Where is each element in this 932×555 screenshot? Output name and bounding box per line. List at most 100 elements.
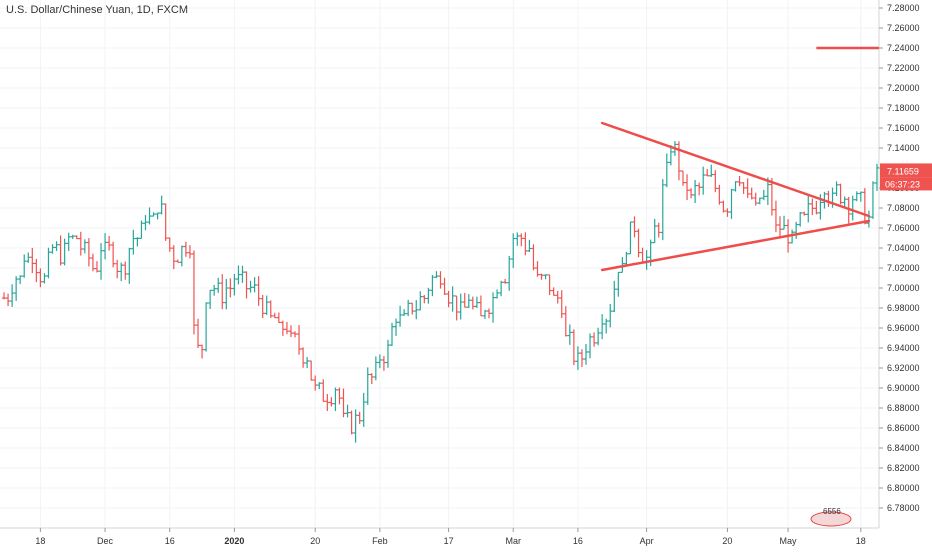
- ohlc-bar: [705, 169, 710, 177]
- ohlc-bar: [232, 274, 237, 296]
- ohlc-bar: [701, 166, 706, 195]
- y-tick-label: 7.28000: [887, 3, 920, 13]
- ohlc-bar: [46, 247, 51, 279]
- ohlc-bar: [446, 290, 451, 308]
- ohlc-bar: [200, 344, 205, 359]
- ohlc-bar: [357, 411, 362, 424]
- x-tick-label: 2020: [224, 536, 244, 546]
- ohlc-bar: [430, 275, 435, 297]
- y-tick-label: 7.26000: [887, 23, 920, 33]
- ohlc-bar: [454, 295, 459, 321]
- ohlc-bar: [50, 244, 55, 254]
- ohlc-bar: [361, 392, 366, 427]
- ohlc-bar: [438, 271, 443, 289]
- ohlc-bar: [317, 382, 322, 390]
- ohlc-bar: [616, 271, 621, 297]
- ohlc-bar: [870, 181, 875, 219]
- ohlc-bar: [301, 347, 306, 368]
- ohlc-bar: [450, 286, 455, 312]
- ohlc-bar: [119, 262, 124, 281]
- ohlc-bar: [18, 275, 23, 285]
- ohlc-bar: [151, 212, 156, 217]
- ohlc-bar: [398, 305, 403, 327]
- ohlc-bar: [293, 331, 298, 338]
- ohlc-bar: [854, 191, 859, 202]
- ohlc-bar: [769, 177, 774, 216]
- ohlc-bar: [575, 346, 580, 370]
- triangle-lower-trendline[interactable]: [600, 219, 871, 272]
- ohlc-bar: [612, 280, 617, 313]
- ohlc-bar: [608, 303, 613, 328]
- ohlc-bar: [535, 261, 540, 277]
- ohlc-bar: [414, 300, 419, 320]
- ohlc-bar: [131, 229, 136, 255]
- ohlc-bar: [54, 241, 59, 251]
- ohlc-bar: [333, 387, 338, 411]
- x-tick-label: Dec: [97, 536, 114, 546]
- ohlc-bar: [507, 255, 512, 291]
- y-tick-label: 6.80000: [887, 483, 920, 493]
- y-tick-label: 6.82000: [887, 463, 920, 473]
- ohlc-bar: [99, 243, 104, 280]
- y-tick-label: 7.06000: [887, 223, 920, 233]
- ohlc-bar: [26, 252, 31, 263]
- ohlc-bar: [107, 235, 112, 251]
- ohlc-bar: [656, 222, 661, 238]
- y-tick-label: 6.78000: [887, 503, 920, 513]
- ohlc-bar: [58, 235, 63, 266]
- ohlc-bar: [204, 302, 209, 352]
- ohlc-bar: [216, 277, 221, 293]
- triangle-upper-trendline[interactable]: [600, 121, 871, 218]
- ohlc-bar: [668, 145, 673, 166]
- ohlc-bar: [741, 182, 746, 194]
- ohlc-bar: [406, 299, 411, 317]
- last-price-label: 7.11659: [887, 166, 919, 176]
- ohlc-bar: [794, 221, 799, 239]
- countdown-label: 06:37:23: [885, 179, 920, 189]
- ohlc-bar: [313, 375, 318, 391]
- ohlc-bar: [6, 293, 11, 307]
- ohlc-bar: [713, 170, 718, 193]
- ohlc-bar: [373, 356, 378, 381]
- ohlc-bar: [604, 318, 609, 334]
- ohlc-bar: [543, 274, 548, 280]
- ohlc-bar: [515, 232, 520, 246]
- ohlc-bar: [321, 379, 326, 402]
- x-tick-label: Feb: [372, 536, 388, 546]
- ohlc-bar: [38, 268, 43, 288]
- ohlc-bar: [503, 278, 508, 284]
- ohlc-bar: [442, 277, 447, 295]
- ohlc-bar: [685, 174, 690, 201]
- ohlc-bar: [284, 321, 289, 335]
- ohlc-bar: [753, 192, 758, 206]
- ohlc-bar: [297, 325, 302, 355]
- ohlc-bar: [341, 388, 346, 418]
- ohlc-bar: [309, 360, 314, 381]
- y-tick-label: 7.16000: [887, 123, 920, 133]
- ohlc-bar: [777, 216, 782, 237]
- y-tick-label: 6.94000: [887, 343, 920, 353]
- ohlc-bar: [737, 175, 742, 187]
- ohlc-bar: [385, 339, 390, 368]
- ohlc-bar: [486, 308, 491, 319]
- y-tick-label: 6.88000: [887, 403, 920, 413]
- ohlc-bar: [325, 394, 330, 411]
- ohlc-bar: [256, 276, 261, 306]
- ohlc-bar: [34, 258, 39, 283]
- ohlc-bar: [806, 195, 811, 223]
- ohlc-bar: [838, 183, 843, 205]
- ohlc-bar: [523, 232, 528, 256]
- ohlc-bar: [2, 292, 7, 300]
- y-tick-label: 7.00000: [887, 283, 920, 293]
- ohlc-bar: [596, 327, 601, 346]
- ohlc-bar: [624, 251, 629, 267]
- ohlc-bar: [676, 141, 681, 181]
- ohlc-bar: [466, 294, 471, 308]
- ohlc-bar: [519, 233, 524, 247]
- ohlc-bar: [628, 221, 633, 255]
- x-tick-label: 16: [573, 536, 583, 546]
- ohlc-bar: [749, 187, 754, 200]
- ohlc-bar: [733, 181, 738, 192]
- ohlc-bar: [632, 216, 637, 238]
